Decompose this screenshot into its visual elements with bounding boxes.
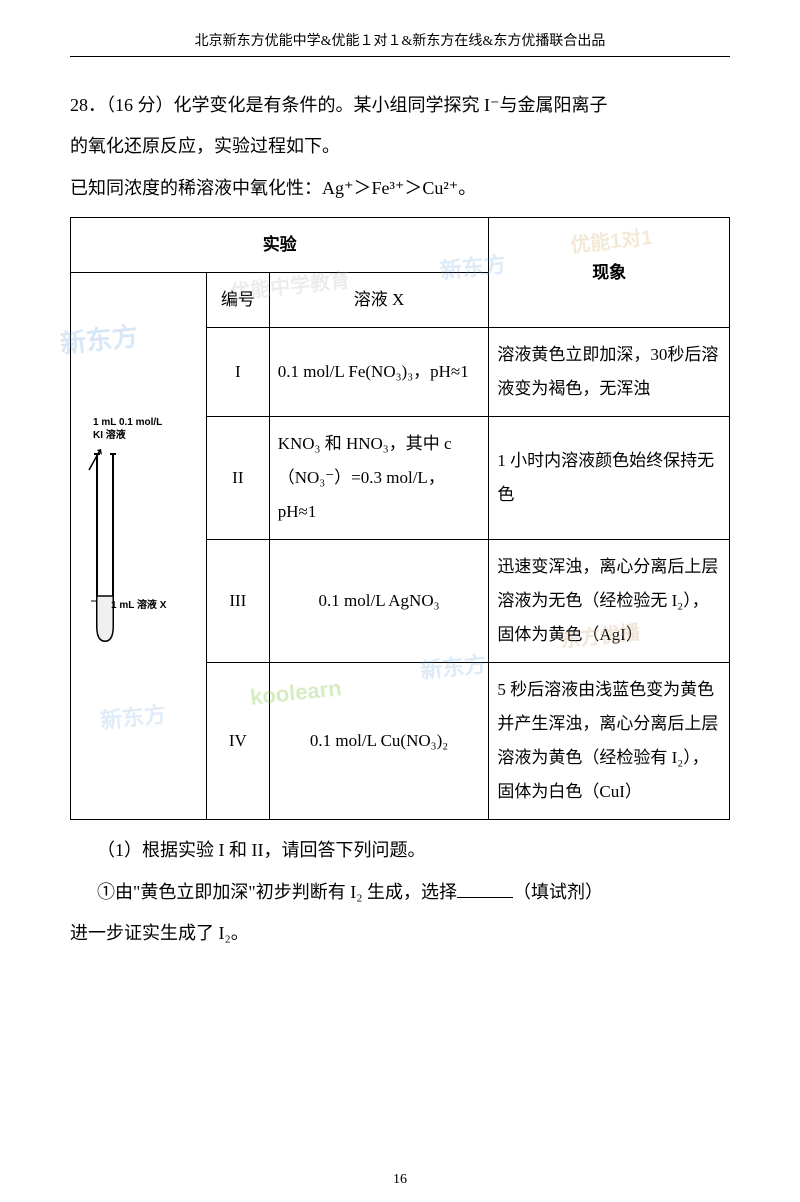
question-number: 28． bbox=[70, 95, 106, 115]
cell-sol-2: KNO₃ 和 HNO₃，其中 c（NO₃⁻）=0.3 mol/L，pH≈1 bbox=[269, 417, 489, 540]
page-number: 16 bbox=[0, 1172, 800, 1188]
experiment-table: 实验 现象 1 mL 0.1 mol/L KI 溶液 bbox=[70, 217, 730, 820]
th-number: 编号 bbox=[206, 273, 269, 328]
th-solution: 溶液 X bbox=[269, 273, 489, 328]
blank-reagent bbox=[457, 881, 513, 897]
subq-1a: ①由"黄色立即加深"初步判断有 I₂ 生成，选择（填试剂） bbox=[70, 872, 730, 913]
question-points: （16 分） bbox=[106, 95, 174, 115]
cell-num-1: I bbox=[206, 328, 269, 417]
subq-1a-cont: 进一步证实生成了 I₂。 bbox=[70, 913, 730, 954]
subq-1: （1）根据实验 I 和 II，请回答下列问题。 bbox=[70, 830, 730, 871]
page-header: 北京新东方优能中学&优能１对１&新东方在线&东方优播联合出品 bbox=[70, 30, 730, 57]
cell-phen-1: 溶液黄色立即加深，30秒后溶液变为褐色，无浑浊 bbox=[489, 328, 730, 417]
question-stem: 28．（16 分）化学变化是有条件的。某小组同学探究 I⁻与金属阳离子 的氧化还… bbox=[70, 85, 730, 209]
tube-label-bottom: 1 mL 溶液 X bbox=[111, 596, 166, 616]
cell-sol-1: 0.1 mol/L Fe(NO₃)₃，pH≈1 bbox=[269, 328, 489, 417]
cell-num-2: II bbox=[206, 417, 269, 540]
test-tube-icon bbox=[81, 446, 131, 646]
cell-phen-2: 1 小时内溶液颜色始终保持无色 bbox=[489, 417, 730, 540]
stem-line3: 已知同浓度的稀溶液中氧化性：Ag⁺＞Fe³⁺＞Cu²⁺。 bbox=[70, 168, 730, 209]
stem-line2: 的氧化还原反应，实验过程如下。 bbox=[70, 126, 730, 167]
tube-label-top: 1 mL 0.1 mol/L KI 溶液 bbox=[93, 416, 162, 442]
cell-phen-4: 5 秒后溶液由浅蓝色变为黄色并产生浑浊，离心分离后上层溶液为黄色（经检验有 I₂… bbox=[489, 663, 730, 820]
sub-questions: （1）根据实验 I 和 II，请回答下列问题。 ①由"黄色立即加深"初步判断有 … bbox=[70, 830, 730, 954]
th-phenomenon: 现象 bbox=[489, 218, 730, 328]
cell-phen-3: 迅速变浑浊，离心分离后上层溶液为无色（经检验无 I₂），固体为黄色（AgI） bbox=[489, 540, 730, 663]
stem-line1: 化学变化是有条件的。某小组同学探究 I⁻与金属阳离子 bbox=[174, 95, 608, 115]
cell-diagram: 1 mL 0.1 mol/L KI 溶液 1 mL 溶液 X bbox=[71, 273, 207, 820]
th-experiment: 实验 bbox=[71, 218, 489, 273]
cell-sol-3: 0.1 mol/L AgNO₃ bbox=[269, 540, 489, 663]
cell-num-3: III bbox=[206, 540, 269, 663]
cell-sol-4: 0.1 mol/L Cu(NO₃)₂ bbox=[269, 663, 489, 820]
cell-num-4: IV bbox=[206, 663, 269, 820]
